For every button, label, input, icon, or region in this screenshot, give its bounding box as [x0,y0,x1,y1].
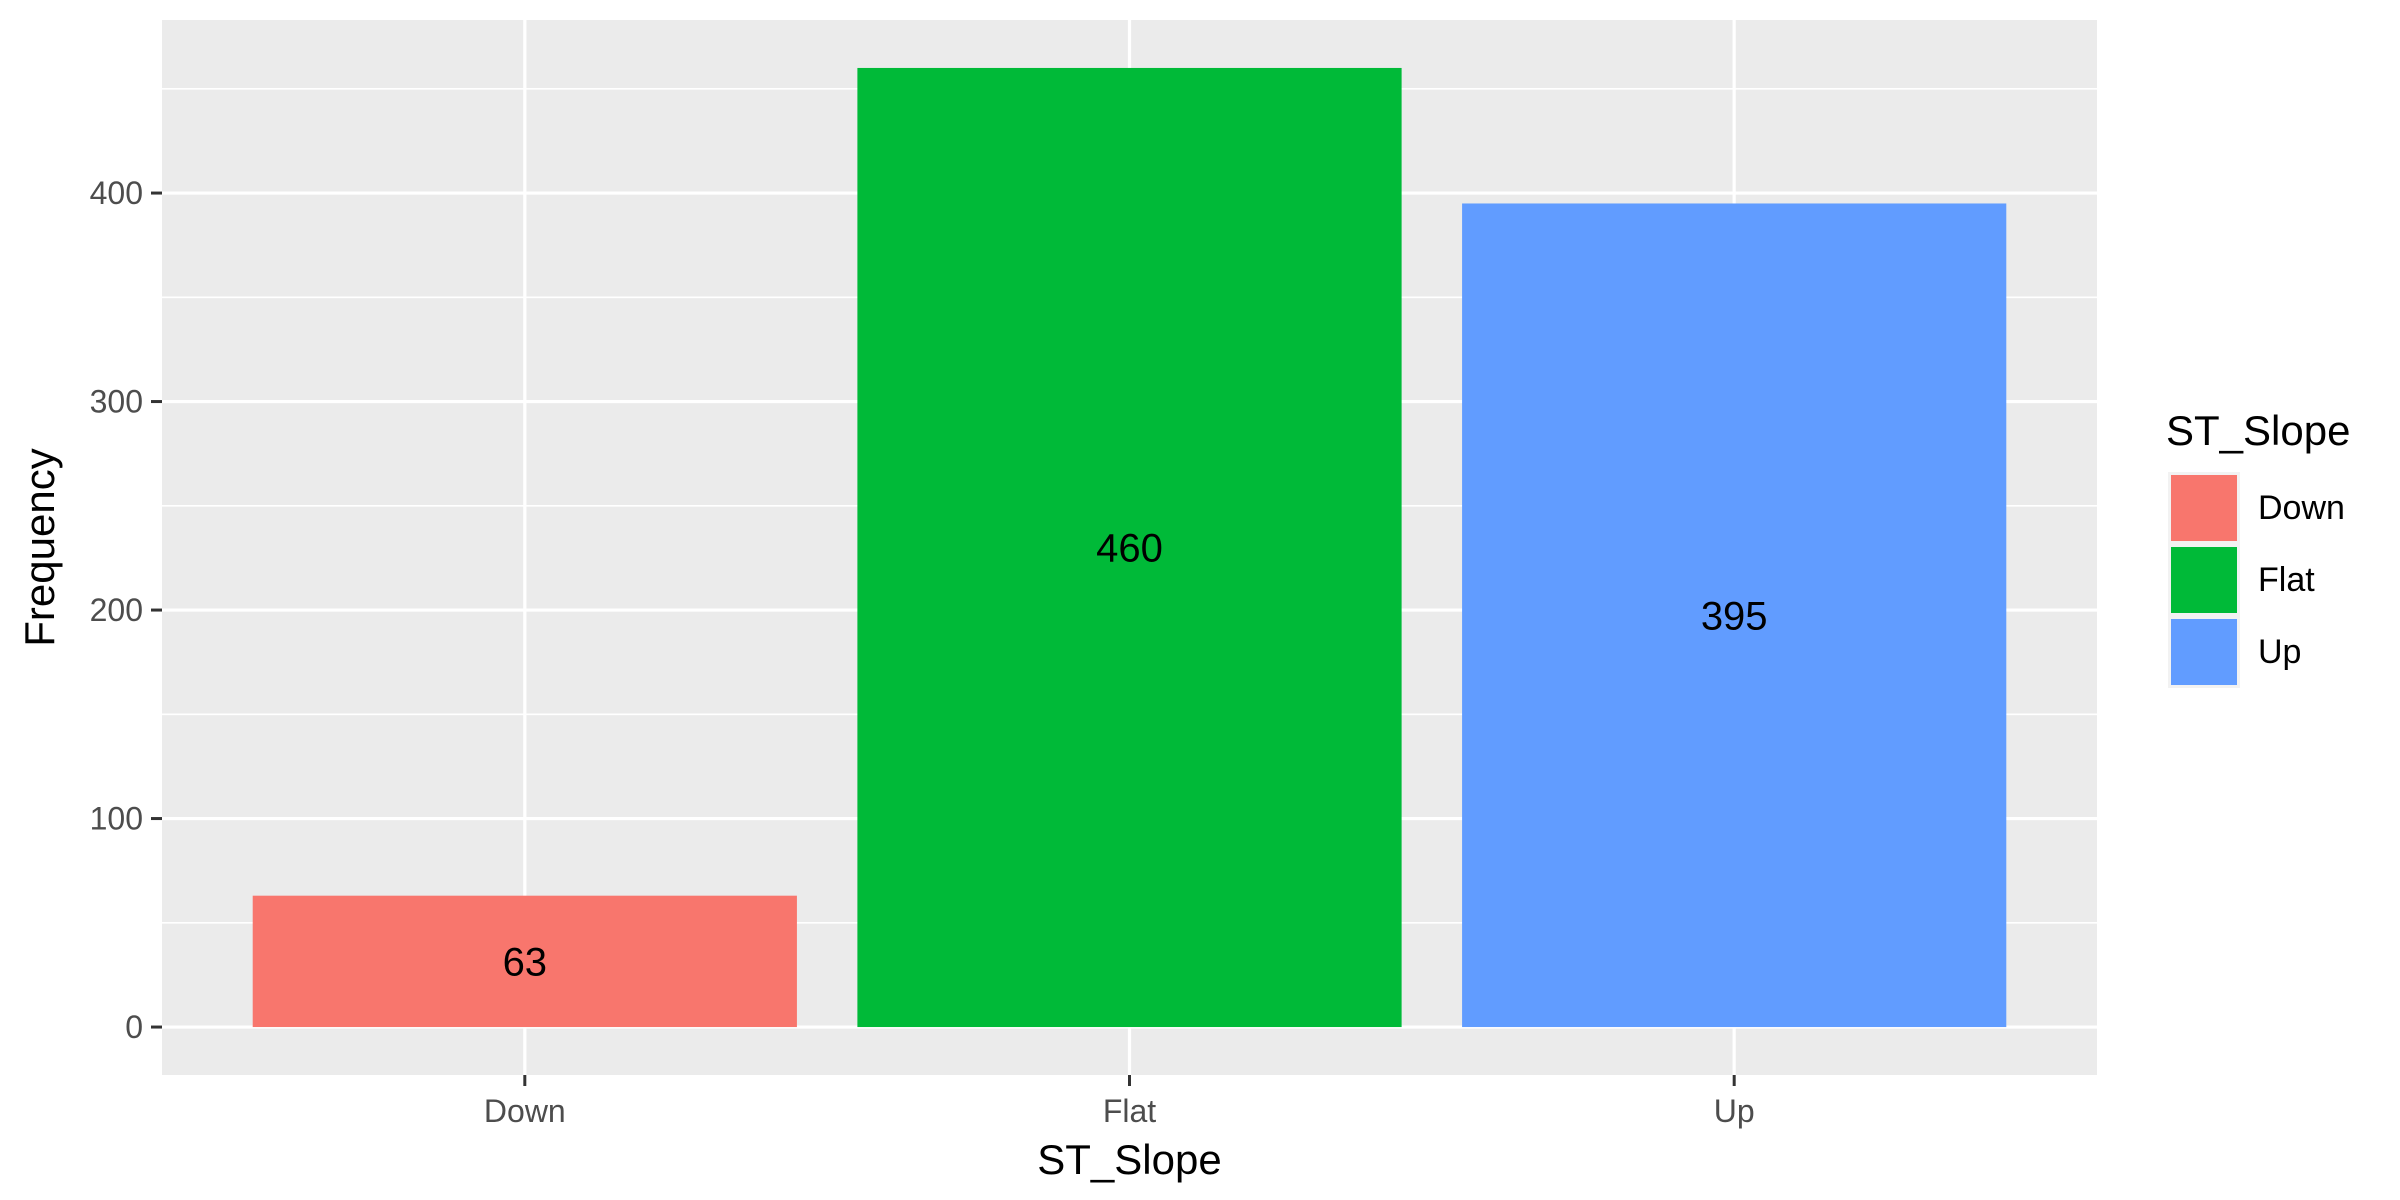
x-axis-title: ST_Slope [1037,1136,1221,1183]
x-tick-label: Up [1714,1093,1755,1129]
bar-value-labels: 63 460 395 [503,527,1768,985]
legend-label-up: Up [2258,633,2301,671]
bar-down [252,895,797,1028]
y-tick-label: 200 [90,592,143,628]
legend-label-down: Down [2258,489,2345,527]
legend-swatch-flat [2171,547,2237,613]
y-axis: 0 100 200 300 400 [90,175,162,1045]
legend-label-flat: Flat [2258,561,2315,599]
bar-label-up: 395 [1701,594,1768,638]
y-tick-label: 400 [90,175,143,211]
y-tick-label: 300 [90,384,143,420]
x-tick-label: Flat [1103,1093,1156,1129]
bars [252,67,2007,1028]
y-tick-label: 100 [90,801,143,837]
legend-title: ST_Slope [2166,407,2350,454]
y-axis-title: Frequency [16,448,63,646]
legend: ST_Slope Down Flat Up [2166,407,2350,688]
bar-label-down: 63 [503,940,548,984]
legend-swatch-down [2171,475,2237,541]
bar-up [1462,203,2007,1028]
y-tick-label: 0 [125,1009,143,1045]
bar-flat [857,67,1402,1028]
x-tick-label: Down [484,1093,566,1129]
x-axis: Down Flat Up [484,1075,1755,1129]
legend-swatch-up [2171,619,2237,685]
bar-label-flat: 460 [1096,527,1163,571]
